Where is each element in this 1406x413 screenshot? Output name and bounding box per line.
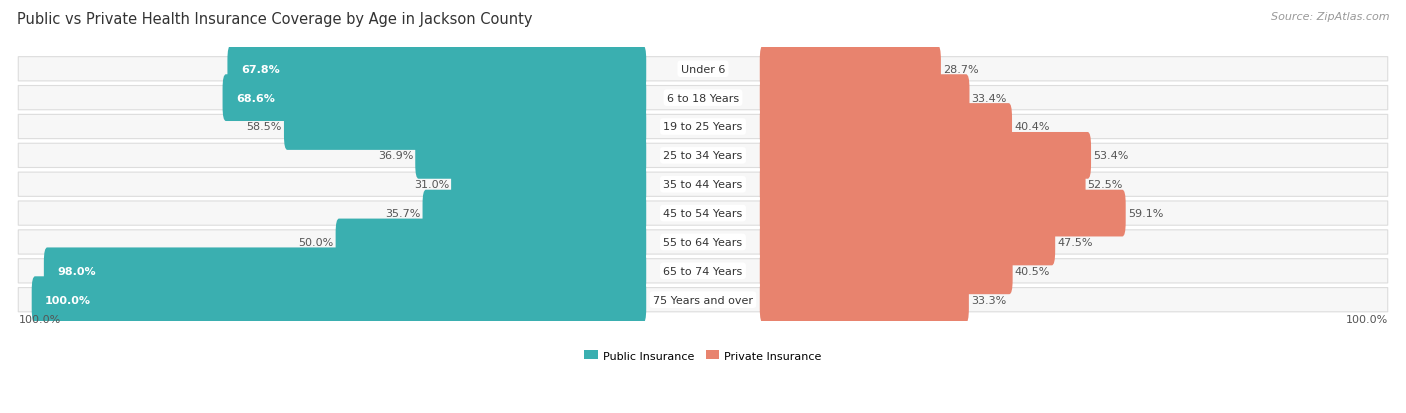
FancyBboxPatch shape: [759, 190, 1126, 237]
Text: 75 Years and over: 75 Years and over: [652, 295, 754, 305]
Text: 35 to 44 Years: 35 to 44 Years: [664, 180, 742, 190]
Text: 53.4%: 53.4%: [1092, 151, 1129, 161]
Text: 100.0%: 100.0%: [45, 295, 91, 305]
FancyBboxPatch shape: [18, 230, 1388, 254]
Text: 58.5%: 58.5%: [246, 122, 283, 132]
FancyBboxPatch shape: [18, 288, 1388, 312]
FancyBboxPatch shape: [423, 190, 647, 237]
Text: 98.0%: 98.0%: [58, 266, 96, 276]
Text: 50.0%: 50.0%: [298, 237, 333, 247]
Text: 68.6%: 68.6%: [236, 93, 274, 103]
Text: 33.4%: 33.4%: [972, 93, 1007, 103]
Text: 28.7%: 28.7%: [943, 64, 979, 75]
Text: 55 to 64 Years: 55 to 64 Years: [664, 237, 742, 247]
Text: 45 to 54 Years: 45 to 54 Years: [664, 209, 742, 218]
FancyBboxPatch shape: [759, 219, 1054, 266]
FancyBboxPatch shape: [759, 133, 1091, 179]
FancyBboxPatch shape: [451, 161, 647, 208]
FancyBboxPatch shape: [759, 104, 1012, 150]
Text: 65 to 74 Years: 65 to 74 Years: [664, 266, 742, 276]
Text: 33.3%: 33.3%: [972, 295, 1007, 305]
FancyBboxPatch shape: [759, 277, 969, 323]
FancyBboxPatch shape: [284, 104, 647, 150]
Text: 40.5%: 40.5%: [1015, 266, 1050, 276]
FancyBboxPatch shape: [415, 133, 647, 179]
FancyBboxPatch shape: [18, 86, 1388, 111]
Text: Under 6: Under 6: [681, 64, 725, 75]
Text: Source: ZipAtlas.com: Source: ZipAtlas.com: [1271, 12, 1389, 22]
Text: 100.0%: 100.0%: [1346, 315, 1388, 325]
Text: 19 to 25 Years: 19 to 25 Years: [664, 122, 742, 132]
FancyBboxPatch shape: [18, 144, 1388, 168]
FancyBboxPatch shape: [18, 173, 1388, 197]
Text: 6 to 18 Years: 6 to 18 Years: [666, 93, 740, 103]
FancyBboxPatch shape: [759, 75, 970, 122]
Text: 25 to 34 Years: 25 to 34 Years: [664, 151, 742, 161]
FancyBboxPatch shape: [32, 277, 647, 323]
Text: 35.7%: 35.7%: [385, 209, 420, 218]
Text: 47.5%: 47.5%: [1057, 237, 1092, 247]
Text: 31.0%: 31.0%: [413, 180, 449, 190]
FancyBboxPatch shape: [18, 202, 1388, 225]
FancyBboxPatch shape: [44, 248, 647, 294]
Text: 100.0%: 100.0%: [18, 315, 60, 325]
FancyBboxPatch shape: [18, 259, 1388, 283]
FancyBboxPatch shape: [759, 248, 1012, 294]
Text: Public vs Private Health Insurance Coverage by Age in Jackson County: Public vs Private Health Insurance Cover…: [17, 12, 533, 27]
Text: 52.5%: 52.5%: [1088, 180, 1123, 190]
FancyBboxPatch shape: [222, 75, 647, 122]
FancyBboxPatch shape: [18, 57, 1388, 82]
Legend: Public Insurance, Private Insurance: Public Insurance, Private Insurance: [579, 346, 827, 365]
FancyBboxPatch shape: [759, 161, 1085, 208]
Text: 59.1%: 59.1%: [1128, 209, 1163, 218]
FancyBboxPatch shape: [228, 46, 647, 93]
FancyBboxPatch shape: [18, 115, 1388, 139]
Text: 36.9%: 36.9%: [378, 151, 413, 161]
Text: 40.4%: 40.4%: [1014, 122, 1049, 132]
FancyBboxPatch shape: [759, 46, 941, 93]
Text: 67.8%: 67.8%: [240, 64, 280, 75]
FancyBboxPatch shape: [336, 219, 647, 266]
